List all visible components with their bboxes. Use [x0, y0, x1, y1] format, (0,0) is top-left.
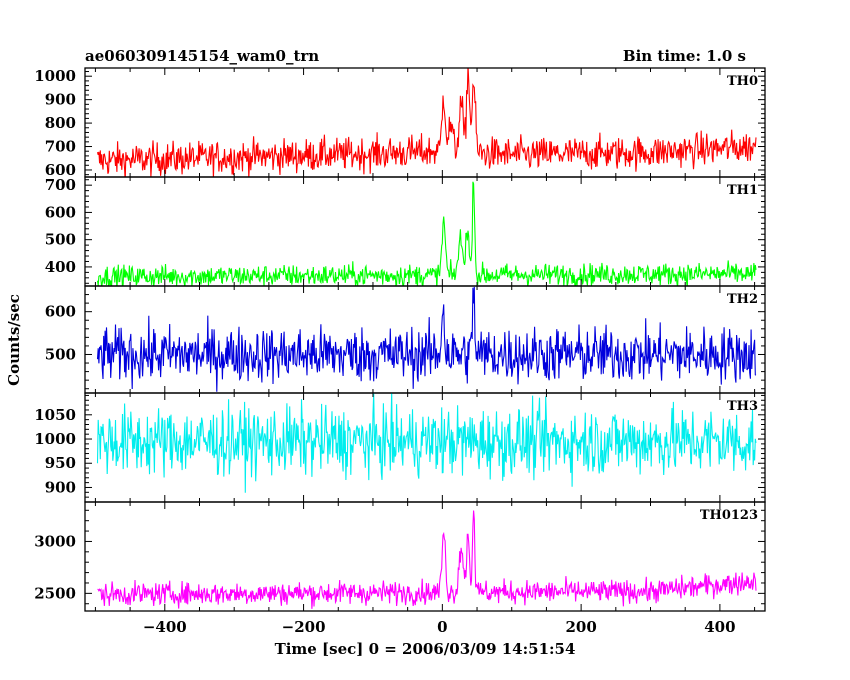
panel-label: TH0123 [700, 508, 758, 523]
y-tick-label: 600 [45, 303, 76, 321]
y-tick-label: 900 [45, 91, 76, 109]
series-th1 [96, 181, 757, 286]
y-tick-label: 600 [45, 203, 76, 221]
y-tick-label: 1000 [34, 67, 76, 85]
panel-th3: 900 950 1000 1050 TH3 [34, 392, 766, 503]
y-tick-label: 900 [45, 478, 76, 496]
y-tick-label: 950 [45, 454, 76, 472]
x-tick-label: −400 [143, 618, 187, 636]
y-axis-label: Counts/sec [5, 294, 23, 386]
x-tick-label: 400 [704, 618, 735, 636]
y-tick-label: 500 [45, 345, 76, 363]
y-tick-label: 700 [45, 176, 76, 194]
y-tick-label: 600 [45, 161, 76, 179]
x-tick-label: 200 [565, 618, 596, 636]
y-tick-label: 500 [45, 231, 76, 249]
series-th2 [96, 286, 757, 392]
x-axis-label: Time [sec] 0 = 2006/03/09 14:51:54 [275, 640, 576, 658]
panel-th0: 600 700 800 900 1000 TH0 [34, 67, 766, 179]
panel-frame [84, 392, 766, 503]
panel-th1: 400 500 600 700 TH1 [45, 176, 766, 287]
y-tick-label: 800 [45, 114, 76, 132]
series-th0 [96, 68, 757, 177]
panel-th2: 500 600 TH2 [45, 285, 766, 394]
y-tick-label: 1050 [34, 406, 76, 424]
x-tick-label: −200 [282, 618, 326, 636]
panel-label: TH1 [727, 183, 758, 198]
chart-title-right: Bin time: 1.0 s [623, 47, 746, 65]
panel-label: TH2 [727, 292, 758, 307]
y-tick-label: 400 [45, 258, 76, 276]
series-th3 [96, 393, 757, 493]
series-th0123 [97, 510, 757, 609]
panel-frame [84, 67, 766, 178]
panel-frame [84, 285, 766, 394]
y-tick-label: 2500 [34, 584, 76, 602]
panel-th0123: 2500 3000 TH0123 [34, 501, 766, 612]
panel-label: TH0 [727, 74, 758, 89]
x-tick-label: 0 [437, 618, 447, 636]
panel-frame [84, 501, 766, 612]
y-tick-label: 3000 [34, 532, 76, 550]
panel-label: TH3 [727, 399, 758, 414]
y-tick-label: 700 [45, 138, 76, 156]
y-tick-label: 1000 [34, 430, 76, 448]
chart-title-left: ae060309145154_wam0_trn [85, 47, 319, 65]
